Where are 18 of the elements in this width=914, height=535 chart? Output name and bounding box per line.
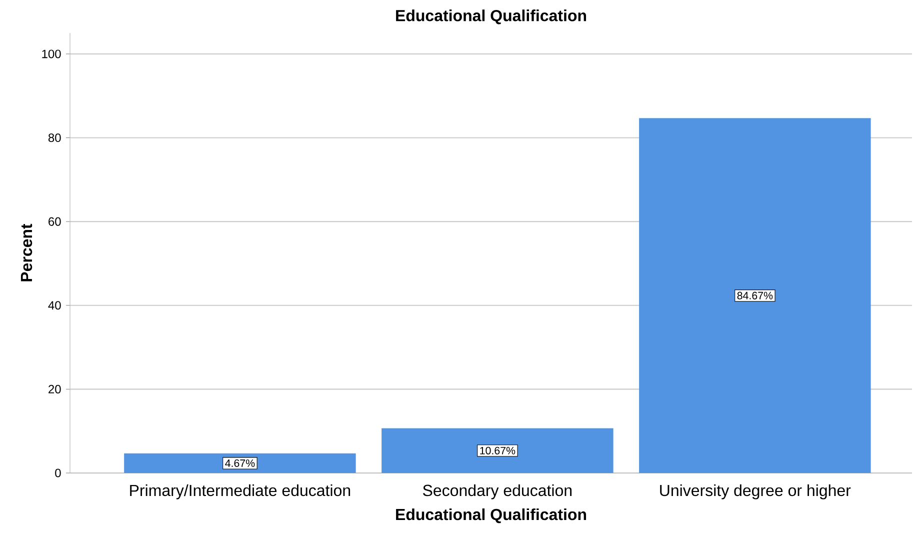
chart-title: Educational Qualification [396,10,586,24]
bar [382,428,614,473]
y-tick-label: 80 [48,134,61,142]
y-tick-label: 0 [55,468,61,478]
bar [124,453,356,473]
y-tick-label: 60 [48,217,61,226]
y-axis-title: Percent [20,224,32,282]
y-tick-label: 40 [48,301,61,310]
x-axis-title: Educational Qualification [396,508,586,524]
x-tick-label: Primary/Intermediate education [130,484,350,500]
y-tick-label: 20 [48,384,61,394]
data-label: 4.67% [225,459,255,467]
x-tick-label: Secondary education [423,484,572,500]
data-label: 10.67% [480,446,516,454]
x-tick-label: University degree or higher [660,484,851,500]
bar [639,118,871,473]
y-tick-label: 100 [42,50,61,58]
data-label: 84.67% [737,292,773,300]
